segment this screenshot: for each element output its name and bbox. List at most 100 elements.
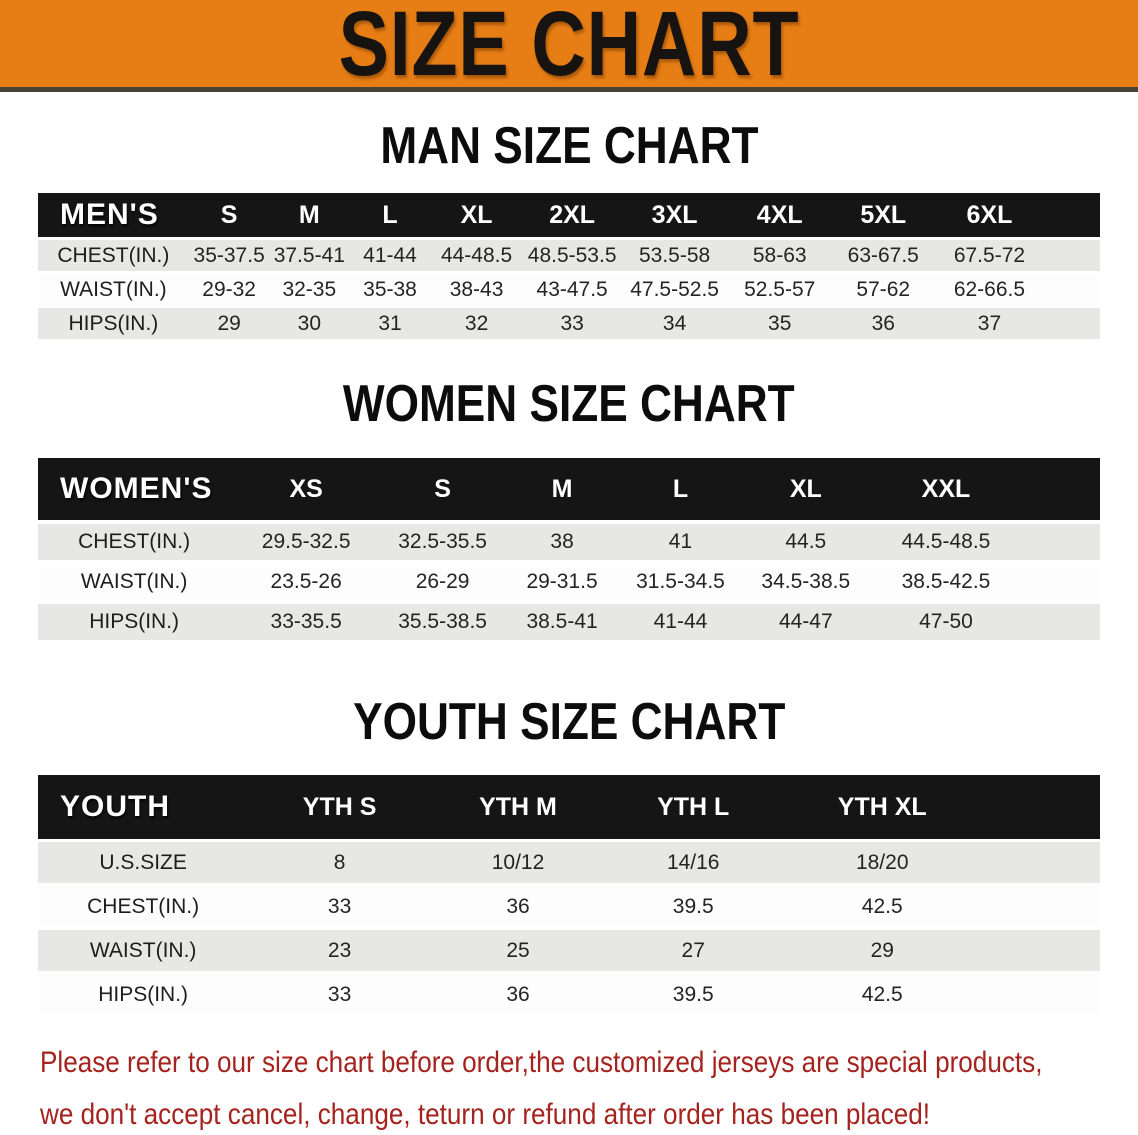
youth-section-title-text: YOUTH SIZE CHART bbox=[352, 693, 786, 752]
measurement-row: CHEST(IN.) 33 36 39.5 42.5 bbox=[38, 886, 1100, 928]
measurement-row: HIPS(IN.) 29 30 31 32 33 34 35 36 37 bbox=[38, 308, 1100, 340]
row-filler bbox=[1020, 564, 1100, 601]
measurement-value: 34 bbox=[622, 308, 728, 340]
women-section-title-text: WOMEN SIZE CHART bbox=[343, 375, 795, 434]
size-column-header: L bbox=[621, 458, 740, 521]
measurement-value: 48.5-53.5 bbox=[522, 240, 623, 272]
size-chart-content: MAN SIZE CHART MEN'S S M L XL 2XL 3XL 4XL 5XL 6XL… bbox=[0, 118, 1138, 1018]
measurement-value: 27 bbox=[605, 930, 782, 972]
measurement-value: 47-50 bbox=[871, 604, 1021, 641]
measurement-value: 35.5-38.5 bbox=[382, 604, 504, 641]
size-column-header: YTH S bbox=[248, 775, 431, 840]
header-filler bbox=[983, 775, 1100, 840]
measurement-value: 47.5-52.5 bbox=[622, 274, 728, 306]
size-table-header-row: MEN'S S M L XL 2XL 3XL 4XL 5XL 6XL bbox=[38, 193, 1100, 238]
measurement-value: 18/20 bbox=[781, 842, 984, 884]
header-filler bbox=[1044, 193, 1100, 238]
measurement-row: HIPS(IN.) 33-35.5 35.5-38.5 38.5-41 41-44 44-… bbox=[38, 604, 1100, 641]
header-filler bbox=[1020, 458, 1100, 521]
youth-size-table: YOUTH YTH S YTH M YTH L YTH XL U.S.SIZE 8 10/12… bbox=[38, 772, 1100, 1018]
measurement-value: 23 bbox=[248, 930, 431, 972]
table-group-label: WOMEN'S bbox=[38, 458, 231, 521]
men-size-table: MEN'S S M L XL 2XL 3XL 4XL 5XL 6XL CHEST(IN.) 35-37… bbox=[38, 190, 1100, 342]
measurement-value: 29-32 bbox=[188, 274, 270, 306]
size-column-header: 4XL bbox=[727, 193, 833, 238]
men-size-chart-section: MAN SIZE CHART MEN'S S M L XL 2XL 3XL 4XL 5XL 6XL… bbox=[0, 118, 1138, 342]
size-chart-banner: SIZE CHART bbox=[0, 0, 1138, 92]
measurement-value: 53.5-58 bbox=[622, 240, 728, 272]
measurement-value: 36 bbox=[430, 974, 606, 1016]
measurement-value: 43-47.5 bbox=[522, 274, 623, 306]
measurement-value: 38-43 bbox=[430, 274, 523, 306]
measurement-value: 14/16 bbox=[605, 842, 782, 884]
measurement-value: 63-67.5 bbox=[832, 240, 935, 272]
size-column-header: 6XL bbox=[934, 193, 1045, 238]
measurement-value: 38 bbox=[503, 524, 622, 561]
measurement-label: HIPS(IN.) bbox=[38, 604, 231, 641]
row-filler bbox=[1044, 240, 1100, 272]
size-column-header: 5XL bbox=[832, 193, 935, 238]
measurement-value: 10/12 bbox=[430, 842, 606, 884]
measurement-value: 62-66.5 bbox=[934, 274, 1045, 306]
measurement-value: 29 bbox=[781, 930, 984, 972]
row-filler bbox=[983, 842, 1100, 884]
size-column-header: XS bbox=[230, 458, 383, 521]
measurement-value: 26-29 bbox=[382, 564, 504, 601]
measurement-value: 44-48.5 bbox=[430, 240, 523, 272]
size-column-header: M bbox=[503, 458, 622, 521]
size-column-header: XXL bbox=[871, 458, 1021, 521]
size-column-header: 2XL bbox=[522, 193, 623, 238]
measurement-value: 36 bbox=[832, 308, 935, 340]
measurement-label: CHEST(IN.) bbox=[38, 524, 231, 561]
measurement-value: 42.5 bbox=[781, 886, 984, 928]
row-filler bbox=[1044, 274, 1100, 306]
size-column-header: S bbox=[188, 193, 270, 238]
measurement-value: 41-44 bbox=[349, 240, 431, 272]
measurement-value: 25 bbox=[430, 930, 606, 972]
measurement-row: WAIST(IN.) 29-32 32-35 35-38 38-43 43-47.5 47.… bbox=[38, 274, 1100, 306]
measurement-value: 8 bbox=[248, 842, 431, 884]
measurement-value: 34.5-38.5 bbox=[739, 564, 872, 601]
measurement-value: 35-37.5 bbox=[188, 240, 270, 272]
measurement-value: 23.5-26 bbox=[230, 564, 383, 601]
banner-title: SIZE CHART bbox=[338, 0, 800, 95]
measurement-value: 33-35.5 bbox=[230, 604, 383, 641]
row-filler bbox=[1020, 604, 1100, 641]
measurement-label: U.S.SIZE bbox=[38, 842, 249, 884]
measurement-value: 44.5 bbox=[739, 524, 872, 561]
size-column-header: S bbox=[382, 458, 504, 521]
measurement-value: 38.5-41 bbox=[503, 604, 622, 641]
measurement-value: 67.5-72 bbox=[934, 240, 1045, 272]
measurement-label: CHEST(IN.) bbox=[38, 886, 249, 928]
measurement-value: 41-44 bbox=[621, 604, 740, 641]
measurement-value: 30 bbox=[269, 308, 350, 340]
size-table-header-row: WOMEN'S XS S M L XL XXL bbox=[38, 458, 1100, 521]
row-filler bbox=[1020, 524, 1100, 561]
measurement-value: 35-38 bbox=[349, 274, 431, 306]
measurement-value: 35 bbox=[727, 308, 833, 340]
measurement-value: 44.5-48.5 bbox=[871, 524, 1021, 561]
measurement-value: 42.5 bbox=[781, 974, 984, 1016]
measurement-value: 44-47 bbox=[739, 604, 872, 641]
measurement-row: U.S.SIZE 8 10/12 14/16 18/20 bbox=[38, 842, 1100, 884]
men-section-title-text: MAN SIZE CHART bbox=[379, 117, 759, 175]
women-size-chart-section: WOMEN SIZE CHART WOMEN'S XS S M L XL XXL CHEST(… bbox=[0, 376, 1138, 644]
measurement-value: 29.5-32.5 bbox=[230, 524, 383, 561]
measurement-value: 29 bbox=[188, 308, 270, 340]
measurement-value: 58-63 bbox=[727, 240, 833, 272]
measurement-label: CHEST(IN.) bbox=[38, 240, 189, 272]
measurement-value: 33 bbox=[522, 308, 623, 340]
measurement-value: 32.5-35.5 bbox=[382, 524, 504, 561]
size-column-header: XL bbox=[430, 193, 523, 238]
measurement-label: WAIST(IN.) bbox=[38, 564, 231, 601]
measurement-value: 39.5 bbox=[605, 886, 782, 928]
measurement-value: 37.5-41 bbox=[269, 240, 350, 272]
measurement-row: HIPS(IN.) 33 36 39.5 42.5 bbox=[38, 974, 1100, 1016]
measurement-value: 39.5 bbox=[605, 974, 782, 1016]
size-column-header: L bbox=[349, 193, 431, 238]
row-filler bbox=[983, 930, 1100, 972]
measurement-value: 29-31.5 bbox=[503, 564, 622, 601]
table-group-label: YOUTH bbox=[38, 775, 249, 840]
measurement-value: 31.5-34.5 bbox=[621, 564, 740, 601]
size-column-header: M bbox=[269, 193, 350, 238]
